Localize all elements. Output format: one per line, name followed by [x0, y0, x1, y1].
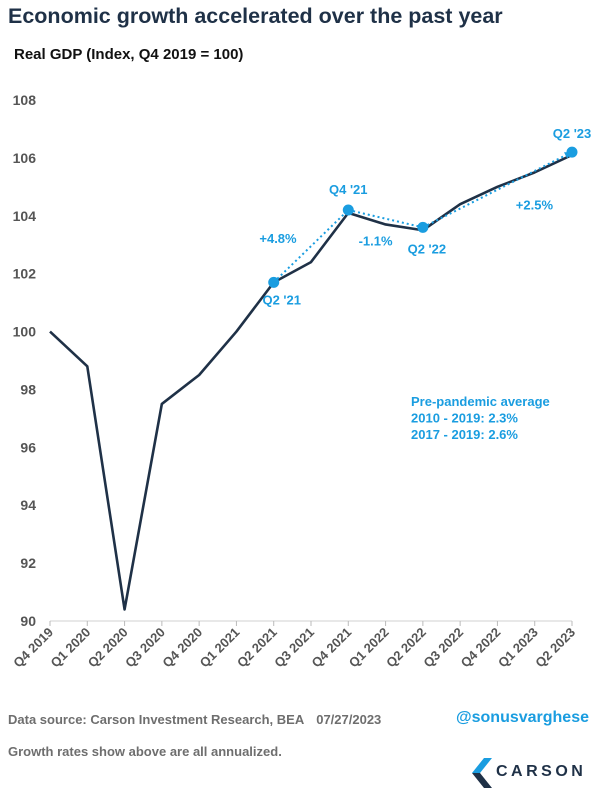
- x-tick-label: Q2 2023: [532, 625, 578, 671]
- annotation-line: Pre-pandemic average: [411, 394, 550, 409]
- x-tick-label: Q2 2021: [234, 625, 280, 671]
- logo-text: CARSON: [496, 763, 587, 780]
- x-tick-label: Q2 2020: [85, 625, 131, 671]
- y-tick-label: 106: [13, 150, 37, 166]
- annualized-note: Growth rates show above are all annualiz…: [8, 744, 282, 759]
- x-tick-label: Q4 2019: [10, 625, 56, 671]
- gdp-line: [49, 153, 573, 611]
- x-tick-label: Q3 2022: [420, 625, 466, 671]
- source-date: 07/27/2023: [316, 712, 382, 727]
- y-tick-label: 100: [13, 324, 37, 340]
- highlight-point: [342, 204, 354, 216]
- y-tick-label: 104: [13, 208, 37, 224]
- highlight-point-label: Q4 '21: [329, 182, 368, 197]
- y-axis: 90 92 94 96 98 100 102 104 106 108: [13, 92, 37, 629]
- carson-logo-icon: [472, 758, 492, 788]
- y-tick-label: 94: [20, 497, 36, 513]
- x-tick-label: Q1 2022: [346, 625, 392, 671]
- highlight-point-label: Q2 '23: [553, 126, 592, 141]
- highlight-point-label: Q2 '22: [408, 241, 447, 256]
- chart-subtitle: Real GDP (Index, Q4 2019 = 100): [14, 46, 244, 63]
- growth-dotted-line: [422, 151, 573, 229]
- y-tick-label: 108: [13, 92, 37, 108]
- growth-rate-label: -1.1%: [359, 234, 393, 249]
- y-tick-label: 90: [20, 613, 36, 629]
- y-tick-label: 96: [20, 439, 36, 455]
- growth-dotted-line: [273, 209, 349, 284]
- highlight-point: [268, 276, 280, 288]
- x-tick-label: Q4 2021: [309, 625, 355, 671]
- growth-rate-label: +4.8%: [259, 231, 297, 246]
- annotation-line: 2010 - 2019: 2.3%: [411, 411, 518, 426]
- x-tick-label: Q4 2022: [458, 625, 504, 671]
- highlight-point-label: Q2 '21: [262, 292, 301, 307]
- x-tick-label: Q1 2023: [495, 625, 541, 671]
- data-source: Data source: Carson Investment Research,…: [8, 712, 381, 727]
- x-tick-label: Q1 2021: [197, 625, 243, 671]
- y-tick-label: 102: [13, 266, 37, 282]
- annotation-line: 2017 - 2019: 2.6%: [411, 427, 518, 442]
- x-tick-label: Q1 2020: [48, 625, 94, 671]
- chart-title: Economic growth accelerated over the pas…: [8, 4, 503, 28]
- growth-rate-label: +2.5%: [516, 198, 554, 213]
- x-tick-label: Q3 2021: [271, 625, 317, 671]
- y-tick-label: 98: [20, 381, 36, 397]
- source-text: Data source: Carson Investment Research,…: [8, 712, 305, 727]
- y-tick-label: 92: [20, 555, 36, 571]
- x-tick-label: Q3 2020: [122, 625, 168, 671]
- twitter-handle[interactable]: @sonusvarghese: [456, 709, 589, 726]
- carson-logo: CARSON: [472, 758, 592, 788]
- x-tick-label: Q2 2022: [383, 625, 429, 671]
- gdp-series: [49, 153, 573, 611]
- x-tick-label: Q4 2020: [159, 625, 205, 671]
- pre-pandemic-annotation: Pre-pandemic average 2010 - 2019: 2.3%201…: [411, 394, 550, 442]
- highlight-point: [417, 221, 429, 233]
- growth-overlay: Q2 '21 Q4 '21 Q2 '22 Q2 '23 +4.8% -1.1% +2.5%: [259, 126, 591, 307]
- highlight-point: [566, 146, 578, 158]
